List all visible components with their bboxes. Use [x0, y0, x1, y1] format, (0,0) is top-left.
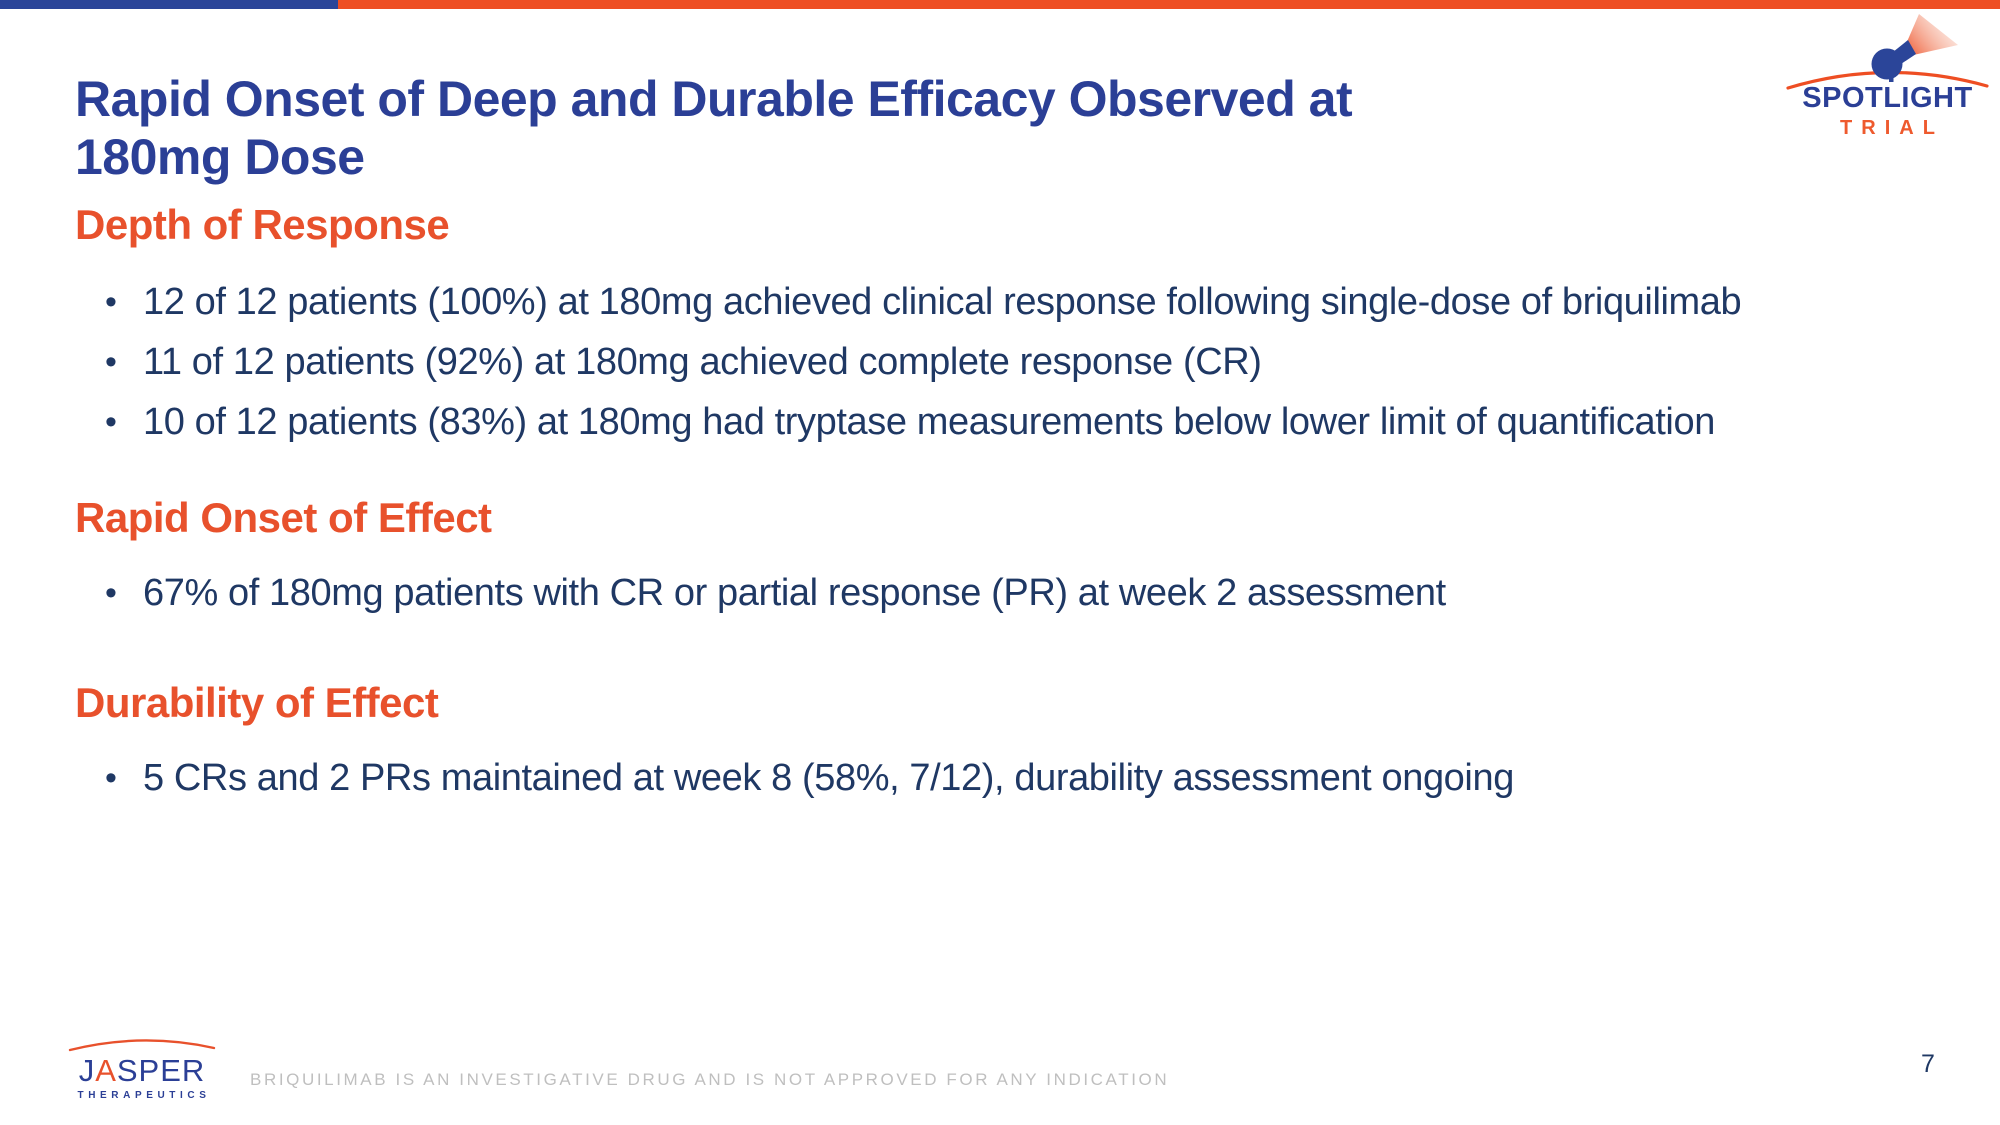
- bullet-item: 5 CRs and 2 PRs maintained at week 8 (58…: [75, 748, 1990, 808]
- bullet-item: 67% of 180mg patients with CR or partial…: [75, 563, 1990, 623]
- spotlight-logo-subname: TRIAL: [1840, 117, 1944, 139]
- slide-title: Rapid Onset of Deep and Durable Efficacy…: [75, 70, 1635, 186]
- jasper-logo-subtext: THERAPEUTICS: [77, 1090, 211, 1101]
- bullet-list: 5 CRs and 2 PRs maintained at week 8 (58…: [75, 748, 1990, 808]
- section-depth-of-response: Depth of Response 12 of 12 patients (100…: [75, 201, 1990, 452]
- slide-title-line1: Rapid Onset of Deep and Durable Efficacy…: [75, 70, 1353, 127]
- section-rapid-onset: Rapid Onset of Effect 67% of 180mg patie…: [75, 494, 1990, 623]
- section-heading: Depth of Response: [75, 201, 450, 248]
- bullet-list: 67% of 180mg patients with CR or partial…: [75, 563, 1990, 623]
- top-bar-orange-segment: [338, 0, 2000, 9]
- top-accent-bar: [0, 0, 2000, 9]
- section-heading: Rapid Onset of Effect: [75, 494, 492, 541]
- bullet-item: 12 of 12 patients (100%) at 180mg achiev…: [75, 272, 1990, 332]
- section-durability: Durability of Effect 5 CRs and 2 PRs mai…: [75, 679, 1990, 808]
- bullet-item: 10 of 12 patients (83%) at 180mg had try…: [75, 392, 1990, 452]
- page-number: 7: [1921, 1050, 1935, 1078]
- spotlight-trial-logo: SPOTLIGHT TRIAL: [1780, 12, 1995, 138]
- jasper-logo-arc: [68, 1039, 216, 1052]
- slide-title-line2: 180mg Dose: [75, 128, 365, 185]
- spotlight-icon: [1786, 14, 1989, 90]
- section-heading: Durability of Effect: [75, 679, 439, 726]
- jasper-letters-sper: SPER: [116, 1053, 206, 1088]
- bullet-list: 12 of 12 patients (100%) at 180mg achiev…: [75, 272, 1990, 452]
- jasper-therapeutics-logo: JASPER THERAPEUTICS: [62, 1036, 222, 1101]
- disclaimer-text: BRIQUILIMAB IS AN INVESTIGATIVE DRUG AND…: [250, 1070, 1170, 1089]
- bullet-item: 11 of 12 patients (92%) at 180mg achieve…: [75, 332, 1990, 392]
- jasper-logo-word: JASPER: [62, 1055, 222, 1086]
- top-bar-blue-segment: [0, 0, 338, 9]
- spotlight-logo-name: SPOTLIGHT: [1802, 82, 1973, 114]
- jasper-letter-a: A: [95, 1053, 117, 1088]
- jasper-letter-j: J: [78, 1053, 96, 1088]
